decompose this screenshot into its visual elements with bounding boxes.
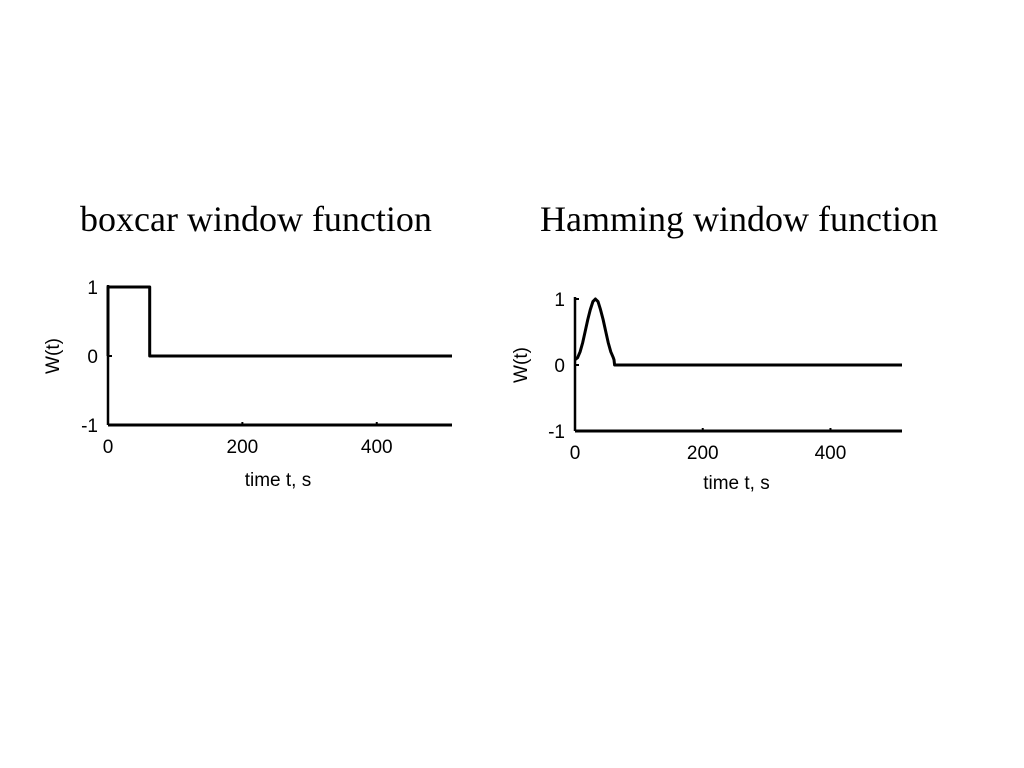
hamming-x-axis-label: time t, s: [703, 473, 770, 494]
boxcar-y-tick-label: 1: [87, 278, 98, 299]
boxcar-y-tick-label: -1: [81, 416, 98, 437]
chart-title-hamming: Hamming window function: [540, 199, 938, 239]
boxcar-series-line: [106, 285, 452, 358]
boxcar-x-tick-label: 0: [103, 437, 114, 458]
chart-title-boxcar: boxcar window function: [80, 199, 432, 239]
hamming-y-tick-label: 1: [554, 290, 565, 311]
boxcar-y-axis-label: W(t): [43, 338, 64, 374]
boxcar-x-axis-label: time t, s: [245, 470, 312, 491]
hamming-y-tick-label: 0: [554, 356, 565, 377]
boxcar-x-tick-label: 400: [361, 437, 393, 458]
boxcar-y-tick-label: 0: [87, 347, 98, 368]
hamming-x-tick-label: 200: [687, 443, 719, 464]
hamming-x-tick-label: 0: [570, 443, 581, 464]
boxcar-x-tick-label: 200: [227, 437, 259, 458]
hamming-y-tick-label: -1: [548, 422, 565, 443]
hamming-series-line: [574, 297, 902, 367]
hamming-x-tick-label: 400: [815, 443, 847, 464]
hamming-y-axis-label: W(t): [511, 347, 532, 383]
